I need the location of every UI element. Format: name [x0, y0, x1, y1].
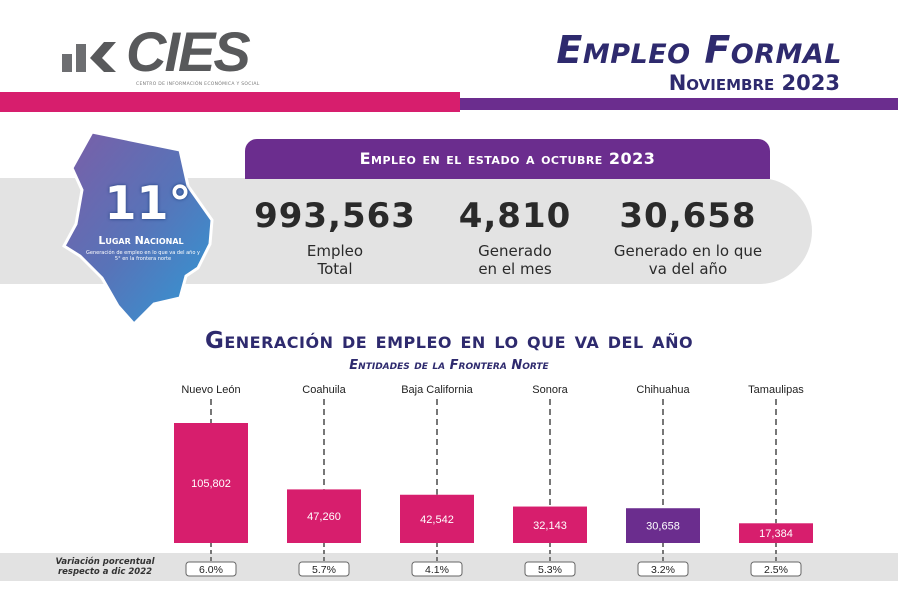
variation-box — [750, 561, 802, 577]
bar-value-label: 47,260 — [307, 511, 341, 523]
bar — [287, 489, 361, 543]
ranking-note: Generación de empleo en lo que va del añ… — [86, 250, 200, 262]
bar-value-label: 105,802 — [191, 478, 231, 490]
header-pink-bar — [0, 92, 460, 112]
bar — [400, 494, 474, 543]
variation-box — [637, 561, 689, 577]
category-label: Nuevo León — [181, 384, 240, 396]
chart-title: Generación de empleo en lo que va del añ… — [204, 328, 694, 354]
chihuahua-map-icon — [62, 130, 214, 327]
category-label: Coahuila — [302, 384, 346, 396]
category-label: Baja California — [401, 384, 473, 396]
page-subtitle: Noviembre 2023 — [668, 71, 840, 95]
cies-logo: CIES CENTRO DE INFORMACIÓN ECONÓMICA Y S… — [60, 20, 290, 94]
bar — [174, 423, 248, 543]
variation-value: 5.3% — [538, 564, 562, 576]
logo-subtitle: CENTRO DE INFORMACIÓN ECONÓMICA Y SOCIAL — [136, 82, 260, 87]
bar-value-label: 32,143 — [533, 520, 567, 532]
stat-month-label-2: en el mes — [478, 260, 552, 278]
category-label: Sonora — [532, 384, 568, 396]
stat-total-value: 993,563 — [254, 196, 416, 236]
stat-total-label-1: Empleo — [306, 242, 364, 260]
stat-year-value: 30,658 — [619, 196, 757, 236]
stat-month-label-1: Generado — [478, 242, 552, 260]
stat-month-value: 4,810 — [458, 196, 572, 236]
page-title: Empleo Formal — [556, 28, 842, 72]
variation-value: 3.2% — [651, 564, 675, 576]
bar-value-label: 30,658 — [646, 521, 680, 533]
bar — [739, 523, 813, 543]
logo-text: CIES — [126, 20, 251, 83]
ranking-value: 11° — [104, 176, 192, 230]
variation-box — [411, 561, 463, 577]
variation-box — [185, 561, 237, 577]
category-label: Chihuahua — [636, 384, 690, 396]
variation-value: 4.1% — [425, 564, 449, 576]
category-label: Tamaulipas — [748, 384, 804, 396]
bar-value-label: 42,542 — [420, 514, 454, 526]
stat-year-label-2: va del año — [648, 260, 728, 278]
variation-box — [524, 561, 576, 577]
variation-value: 5.7% — [312, 564, 336, 576]
cies-logo-mark-icon — [62, 42, 116, 72]
bar — [626, 508, 700, 543]
bar-chart: Nuevo León 105,802 6.0% Coahuila 47,260 5.7% B… — [174, 384, 813, 577]
stats-heading: Empleo en el estado a octubre 2023 — [359, 149, 656, 168]
stat-year-label-1: Generado en lo que — [613, 242, 763, 260]
header-purple-bar — [460, 98, 898, 110]
bar — [513, 506, 587, 543]
variation-label: Variación porcentual respecto a dic 2022 — [55, 557, 155, 577]
ranking-label: Lugar Nacional — [98, 234, 184, 247]
variation-box — [298, 561, 350, 577]
stat-total-label-2: Total — [317, 260, 353, 278]
bar-value-label: 17,384 — [759, 528, 793, 540]
chart-subtitle: Entidades de la Frontera Norte — [349, 358, 549, 373]
variation-value: 2.5% — [764, 564, 788, 576]
stats-heading-tab: Empleo en el estado a octubre 2023 — [245, 139, 770, 179]
variation-value: 6.0% — [199, 564, 223, 576]
